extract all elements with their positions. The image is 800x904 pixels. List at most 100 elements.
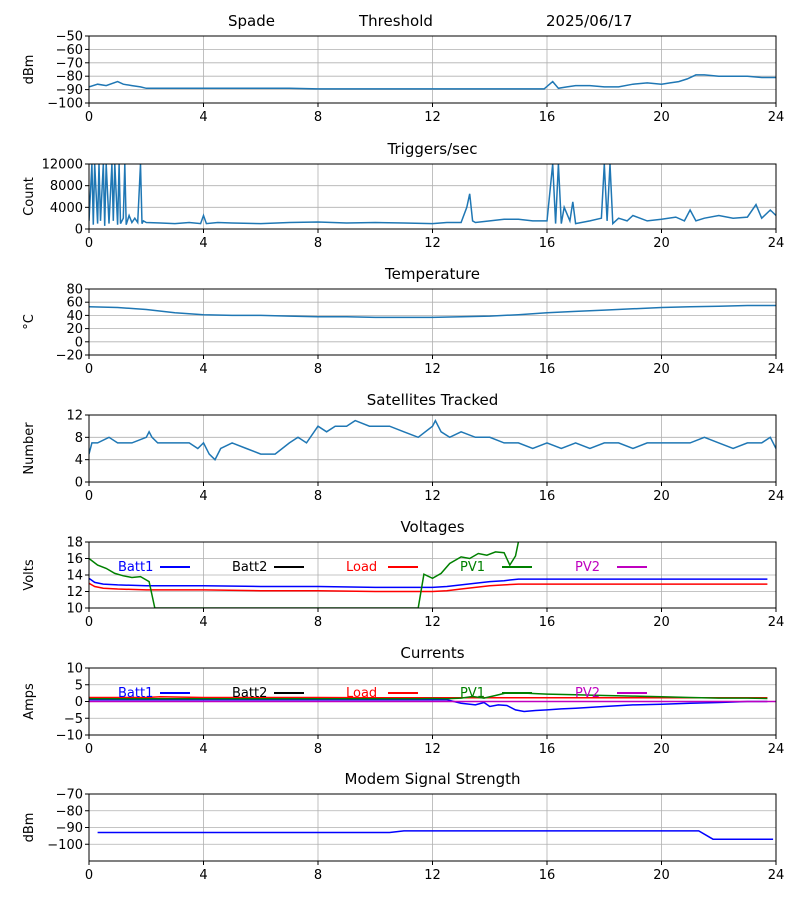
legend-label: PV2 <box>575 686 600 701</box>
y-tick-label: −80 <box>56 70 83 85</box>
y-tick-label: 10 <box>66 602 83 617</box>
chart-title: Voltages <box>400 518 464 536</box>
chart-title: Triggers/sec <box>387 140 478 158</box>
y-axis-label: Volts <box>22 559 37 591</box>
x-tick-label: 20 <box>653 110 670 125</box>
x-tick-label: 20 <box>653 236 670 251</box>
y-tick-label: 60 <box>66 296 83 311</box>
x-tick-label: 24 <box>768 742 785 757</box>
header-date: 2025/06/17 <box>546 12 633 30</box>
series-line <box>89 304 776 319</box>
x-tick-label: 20 <box>653 362 670 377</box>
y-axis-label: Amps <box>22 683 37 720</box>
legend-label: Batt1 <box>118 686 153 701</box>
y-tick-label: 18 <box>66 536 83 551</box>
series-line-batt1 <box>89 699 768 713</box>
chart-title: Satellites Tracked <box>367 391 498 409</box>
legend-label: PV1 <box>460 686 485 701</box>
legend-label: Batt2 <box>232 686 267 701</box>
y-tick-label: −90 <box>56 821 83 836</box>
x-tick-label: 16 <box>539 362 556 377</box>
x-tick-label: 4 <box>199 236 207 251</box>
x-tick-label: 8 <box>314 868 322 883</box>
y-tick-label: 0 <box>75 695 83 710</box>
series-line <box>89 74 776 90</box>
y-tick-label: 4000 <box>50 201 83 216</box>
y-tick-label: −70 <box>56 56 83 71</box>
x-tick-label: 4 <box>199 615 207 630</box>
x-tick-label: 8 <box>314 742 322 757</box>
legend-label: Load <box>346 560 377 575</box>
x-tick-label: 20 <box>653 489 670 504</box>
x-tick-label: 0 <box>85 489 93 504</box>
y-axis-label: Count <box>22 177 37 216</box>
series-line-pv1 <box>89 542 520 608</box>
chart-2: 0 4 8 12 16 20 24 0 4000 8000 12000 Triggers/sec Cou… <box>22 140 784 251</box>
x-tick-label: 12 <box>424 489 441 504</box>
legend-label: Batt2 <box>232 560 267 575</box>
x-tick-label: 0 <box>85 868 93 883</box>
y-tick-label: −5 <box>64 712 83 727</box>
y-tick-label: 80 <box>66 283 83 298</box>
x-tick-label: 4 <box>199 362 207 377</box>
legend-label: PV1 <box>460 560 485 575</box>
y-tick-label: −60 <box>56 43 83 58</box>
x-tick-label: 24 <box>768 489 785 504</box>
y-tick-label: 8 <box>75 431 83 446</box>
chart-title: Modem Signal Strength <box>345 770 521 788</box>
series-line <box>89 164 776 226</box>
x-tick-label: 0 <box>85 615 93 630</box>
x-tick-label: 0 <box>85 236 93 251</box>
y-tick-label: 0 <box>75 223 83 238</box>
x-tick-label: 4 <box>199 742 207 757</box>
chart-1: 0 4 8 12 16 20 24 −100−90−80−70−60−50 dBm <box>22 30 784 126</box>
y-tick-label: 8000 <box>50 179 83 194</box>
x-tick-label: 16 <box>539 489 556 504</box>
series-line-load <box>89 582 768 593</box>
legend-label: Batt1 <box>118 560 153 575</box>
y-tick-label: 5 <box>75 678 83 693</box>
x-tick-label: 12 <box>424 868 441 883</box>
y-tick-label: −20 <box>56 349 83 364</box>
header-site: Spade <box>228 12 275 30</box>
series-line-pv1 <box>89 692 768 700</box>
x-tick-label: 12 <box>424 742 441 757</box>
x-tick-label: 24 <box>768 615 785 630</box>
y-tick-label: −50 <box>56 30 83 45</box>
y-tick-label: 10 <box>66 662 83 677</box>
x-tick-label: 0 <box>85 742 93 757</box>
chart-7: 0 4 8 12 16 20 24 −100 −90 −80−70 Modem Signal Str… <box>22 770 784 883</box>
x-tick-label: 8 <box>314 236 322 251</box>
x-tick-label: 4 <box>199 868 207 883</box>
x-tick-label: 8 <box>314 489 322 504</box>
legend-label: PV2 <box>575 560 600 575</box>
y-tick-label: 0 <box>75 476 83 491</box>
x-tick-label: 24 <box>768 110 785 125</box>
series-line-batt1 <box>89 577 768 589</box>
x-tick-label: 4 <box>199 489 207 504</box>
y-tick-label: 4 <box>75 453 83 468</box>
x-tick-label: 16 <box>539 236 556 251</box>
y-axis-label: Number <box>22 422 37 475</box>
y-axis-label: dBm <box>22 813 37 843</box>
x-tick-label: 12 <box>424 236 441 251</box>
x-tick-label: 12 <box>424 110 441 125</box>
x-tick-label: 16 <box>539 742 556 757</box>
y-tick-label: −10 <box>56 729 83 744</box>
chart-title: Currents <box>400 644 464 662</box>
y-tick-label: 0 <box>75 335 83 350</box>
series-line <box>97 830 774 840</box>
chart-4: 0 4 8 12 16 20 24 0 4 8 12 Satellites Tracked Number <box>22 391 784 504</box>
y-tick-label: 12000 <box>42 158 83 173</box>
x-tick-label: 0 <box>85 110 93 125</box>
y-tick-label: 12 <box>66 409 83 424</box>
legend-label: Load <box>346 686 377 701</box>
y-tick-label: 20 <box>66 322 83 337</box>
x-tick-label: 20 <box>653 868 670 883</box>
x-tick-label: 20 <box>653 742 670 757</box>
y-axis-label: °C <box>22 314 37 330</box>
series-line-load <box>89 696 768 699</box>
y-axis-label: dBm <box>22 55 37 85</box>
